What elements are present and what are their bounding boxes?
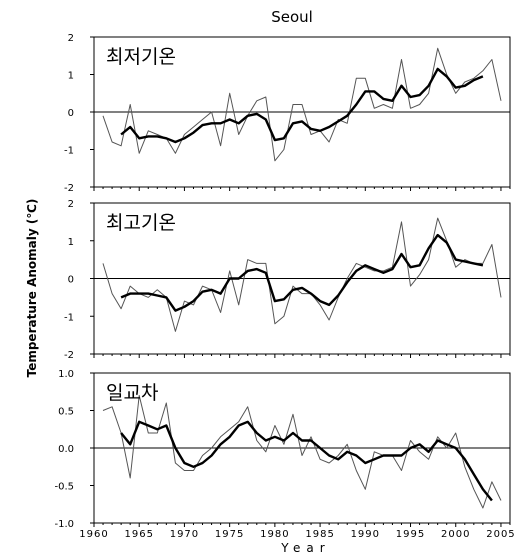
x-tick-label: 2000 — [441, 529, 470, 540]
x-tick-label: 2005 — [486, 529, 515, 540]
x-tick-label: 1970 — [170, 529, 199, 540]
y-tick-label: 1 — [68, 237, 74, 248]
chart-title: Seoul — [271, 8, 313, 26]
y-tick-label: -2 — [64, 350, 74, 361]
panel-label: 최고기온 — [106, 212, 176, 234]
series-line-raw — [102, 395, 502, 509]
y-tick-label: 0 — [68, 275, 74, 286]
y-tick-label: -1 — [64, 312, 74, 323]
x-tick-label: 1995 — [396, 529, 425, 540]
x-axis-label: Year — [280, 541, 330, 555]
x-tick-label: 1960 — [79, 529, 108, 540]
panel-label: 최저기온 — [106, 46, 176, 68]
series-line-smoothed — [120, 420, 493, 502]
series-line-smoothed — [120, 233, 484, 312]
x-tick-label: 1965 — [124, 529, 153, 540]
y-tick-label: 1 — [68, 71, 74, 82]
panel-label: 일교차 — [106, 382, 158, 404]
y-tick-label: 0.5 — [58, 407, 74, 418]
x-tick-label: 1980 — [260, 529, 289, 540]
panels: 210-1-2최저기온210-1-2최고기온1.00.50.0-0.5-1.01… — [54, 33, 515, 540]
y-tick-label: 0.0 — [58, 444, 74, 455]
y-tick-label: -1 — [64, 146, 74, 157]
y-tick-label: -1.0 — [54, 519, 74, 530]
y-tick-label: -2 — [64, 183, 74, 194]
y-tick-label: -0.5 — [54, 482, 74, 493]
y-tick-label: 2 — [68, 199, 74, 210]
series-line-smoothed — [120, 67, 484, 144]
y-tick-label: 0 — [68, 108, 74, 119]
x-tick-label: 1975 — [215, 529, 244, 540]
x-tick-label: 1985 — [305, 529, 334, 540]
series-line-raw — [102, 217, 502, 332]
y-axis-label: Temperature Anomaly (℃) — [25, 199, 39, 378]
x-tick-label: 1990 — [351, 529, 380, 540]
panel-3: 1.0 0.5 0.0 -0.5 -1.0 1960 1965 1970 1975 1980 198… — [54, 369, 515, 540]
panel-1: 2 1 0 -1 -2 최저기온 — [64, 33, 511, 194]
panel-2: 2 1 0 -1 -2 최고기온 — [64, 199, 511, 361]
y-tick-label: 2 — [68, 33, 74, 44]
y-tick-label: 1.0 — [58, 369, 74, 380]
series-line-raw — [102, 47, 502, 162]
